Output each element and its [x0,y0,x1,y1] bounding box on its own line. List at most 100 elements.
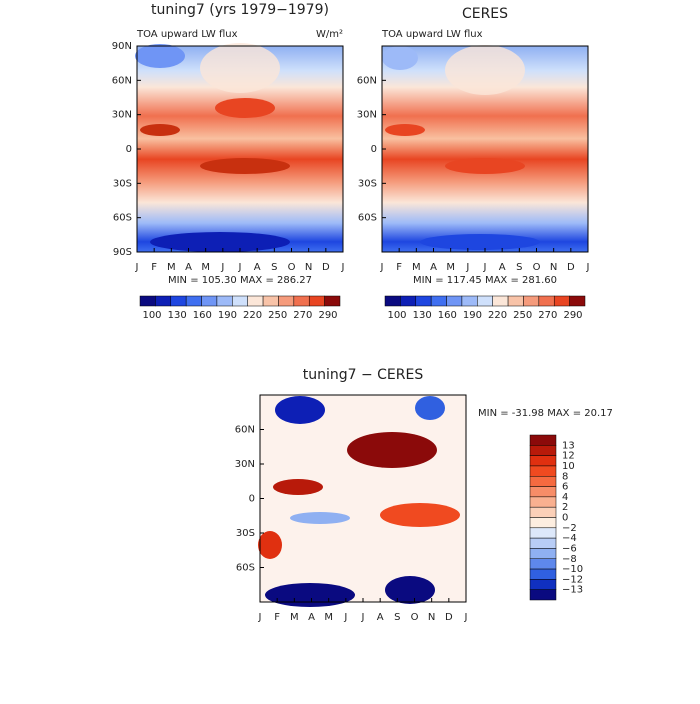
colorbar-box [529,496,557,508]
x-tick-label: A [254,262,261,273]
x-tick-label: J [343,612,347,623]
x-tick-label: S [516,262,522,273]
colorbar-label: 190 [218,310,237,321]
x-tick-label: S [394,612,400,623]
colorbar-label: 10 [562,461,575,472]
colorbar-label: 190 [463,310,482,321]
colorbar-label: 130 [413,310,432,321]
colorbar-box [384,295,401,307]
subtitle: TOA upward LW flux [381,29,483,40]
colorbar-box [529,579,557,590]
colorbar-label: 12 [562,451,575,462]
y-tick-label: 60S [113,213,132,224]
y-tick-label: 0 [371,144,377,155]
x-tick-label: A [308,612,315,623]
colorbar-box [529,589,557,601]
min-max: MIN = -31.98 MAX = 20.17 [478,408,613,419]
x-tick-label: J [135,262,139,273]
colorbar-box [529,506,557,518]
panel-1-field [135,43,343,252]
y-tick-label: 30S [236,528,255,539]
y-tick-label: 0 [249,494,255,505]
colorbar-label: 250 [513,310,532,321]
colorbar-box [538,295,555,307]
x-tick-label: N [550,262,557,273]
colorbar-label: 6 [562,482,568,493]
units: W/m² [316,29,343,40]
x-tick-label: M [201,262,210,273]
x-tick-label: O [411,612,419,623]
colorbar-label: −8 [562,554,577,565]
colorbar-label: 290 [318,310,337,321]
colorbar-label: 2 [562,502,568,513]
colorbar-box [293,295,310,307]
colorbar-box [247,295,264,307]
x-tick-label: A [185,262,192,273]
colorbar-label: 100 [387,310,406,321]
colorbar-label: 220 [488,310,507,321]
colorbar-label: −10 [562,564,583,575]
colorbar-label: 4 [562,492,568,503]
x-tick-label: J [258,612,262,623]
x-tick-label: D [445,612,453,623]
x-tick-label: J [464,612,468,623]
title: CERES [462,6,508,22]
colorbar-label: 130 [168,310,187,321]
x-tick-label: N [428,612,435,623]
colorbar-box [430,295,447,307]
x-tick-label: J [586,262,590,273]
x-tick-label: M [324,612,333,623]
colorbar-label: 0 [562,513,568,524]
colorbar-box [461,295,478,307]
colorbar-label: 290 [563,310,582,321]
min-max: MIN = 105.30 MAX = 286.27 [168,275,312,286]
x-tick-label: F [396,262,402,273]
title: tuning7 (yrs 1979−1979) [151,2,329,18]
x-tick-label: O [533,262,541,273]
y-tick-label: 0 [126,144,132,155]
colorbar-label: 270 [538,310,557,321]
colorbar-box [139,295,156,307]
y-tick-label: 60N [112,75,132,86]
colorbar-box [278,295,295,307]
x-tick-label: A [499,262,506,273]
y-tick-label: 60N [235,425,255,436]
x-tick-label: J [238,262,242,273]
colorbar-label: 13 [562,440,575,451]
colorbar-box [529,548,557,559]
colorbar-box [529,445,557,456]
min-max: MIN = 117.45 MAX = 281.60 [413,275,557,286]
panel-3-field [258,395,466,607]
colorbar-label: 8 [562,471,568,482]
colorbar-box [569,295,586,307]
y-tick-label: 60S [358,213,377,224]
colorbar-box [553,295,570,307]
x-tick-label: D [567,262,575,273]
colorbar-label: −2 [562,523,577,534]
x-tick-label: S [271,262,277,273]
colorbar-box [529,455,557,467]
colorbar-box [529,465,557,477]
y-tick-label: 60N [357,75,377,86]
colorbar-box [523,295,540,307]
x-tick-label: J [361,612,365,623]
y-tick-label: 30N [357,110,377,121]
colorbar-box [170,295,187,307]
x-tick-label: J [220,262,224,273]
x-tick-label: M [446,262,455,273]
colorbar-box [529,558,557,570]
colorbar-box [324,295,341,307]
panel-2-field [382,45,588,252]
colorbar-label: 160 [438,310,457,321]
colorbar-box [415,295,432,307]
x-tick-label: M [290,612,299,623]
colorbar-box [507,295,524,307]
x-tick-label: J [341,262,345,273]
y-tick-label: 30S [113,178,132,189]
y-tick-label: 60S [236,563,255,574]
colorbar-box [529,568,557,580]
colorbar-label: −4 [562,533,577,544]
x-tick-label: D [322,262,330,273]
x-tick-label: J [465,262,469,273]
